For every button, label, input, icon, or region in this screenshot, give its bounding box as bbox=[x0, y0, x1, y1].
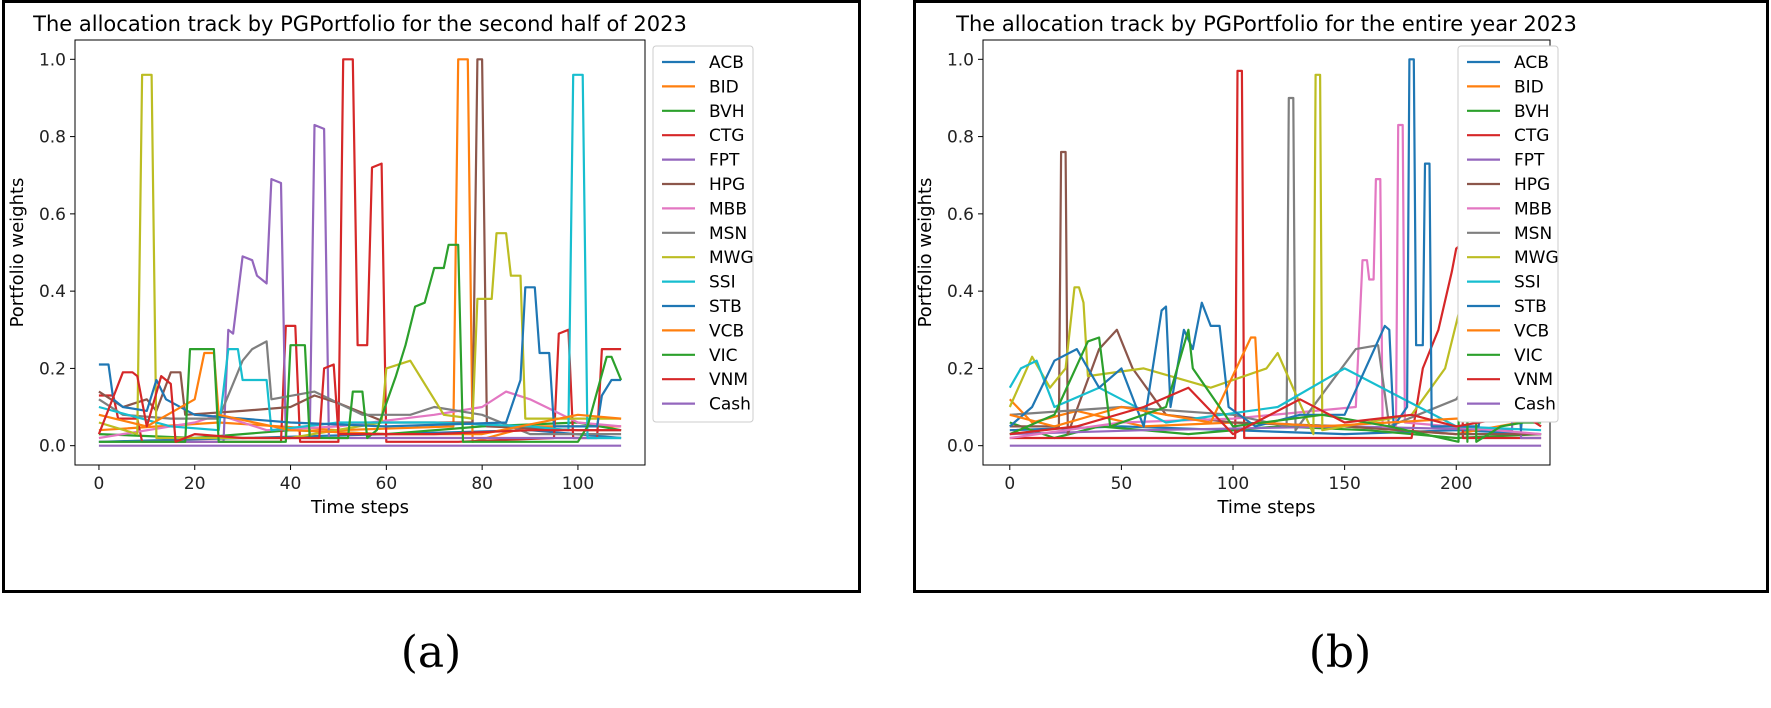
legend-label: Cash bbox=[709, 395, 751, 415]
legend-label: FPT bbox=[1514, 151, 1545, 171]
chart-panel-a: The allocation track by PGPortfolio for … bbox=[2, 0, 861, 593]
x-tick-label: 100 bbox=[1217, 474, 1249, 494]
x-tick-label: 40 bbox=[280, 474, 302, 494]
series-line-stb bbox=[98, 286, 622, 428]
x-tick-label: 60 bbox=[376, 474, 398, 494]
legend-label: MWG bbox=[1514, 248, 1559, 268]
series-line-vnm bbox=[97, 363, 622, 443]
series-line-ssi bbox=[1008, 359, 1542, 432]
y-tick-label: 0.0 bbox=[947, 437, 974, 457]
y-tick-label: 0.2 bbox=[39, 359, 66, 379]
chart-b-svg: The allocation track by PGPortfolio for … bbox=[916, 12, 1577, 518]
legend-label: FPT bbox=[709, 151, 740, 171]
series-line-mwg bbox=[98, 73, 622, 440]
series-line-stb bbox=[1009, 58, 1542, 432]
x-tick-label: 100 bbox=[562, 474, 594, 494]
legend-label: VIC bbox=[709, 346, 738, 366]
series-line-fpt bbox=[98, 123, 622, 443]
y-tick-label: 0.6 bbox=[39, 205, 66, 225]
y-tick-label: 0.8 bbox=[947, 128, 974, 148]
y-axis-label: Portfolio weights bbox=[7, 178, 28, 328]
chart-title: The allocation track by PGPortfolio for … bbox=[955, 12, 1577, 36]
y-tick-label: 1.0 bbox=[39, 50, 66, 70]
legend-label: VIC bbox=[1514, 346, 1543, 366]
legend bbox=[1457, 45, 1559, 423]
legend-label: STB bbox=[709, 297, 742, 317]
legend-label: BVH bbox=[709, 102, 745, 122]
y-tick-label: 0.6 bbox=[947, 205, 974, 225]
legend-label: CTG bbox=[709, 126, 744, 146]
x-tick-label: 50 bbox=[1111, 474, 1133, 494]
legend-label: CTG bbox=[1514, 126, 1549, 146]
legend-label: HPG bbox=[1514, 175, 1550, 195]
y-tick-label: 0.4 bbox=[947, 282, 974, 302]
y-axis-label: Portfolio weights bbox=[916, 178, 936, 328]
legend-label: BID bbox=[1514, 77, 1544, 97]
chart-panel-b: The allocation track by PGPortfolio for … bbox=[913, 0, 1769, 593]
legend-label: MBB bbox=[1514, 199, 1552, 219]
legend-label: HPG bbox=[709, 175, 745, 195]
x-tick-label: 0 bbox=[1004, 474, 1015, 494]
series-line-vnm bbox=[1009, 386, 1542, 436]
legend-label: VCB bbox=[709, 321, 744, 341]
legend-label: BID bbox=[709, 77, 739, 97]
chart-title: The allocation track by PGPortfolio for … bbox=[32, 12, 687, 36]
x-tick-label: 0 bbox=[94, 474, 105, 494]
x-tick-label: 20 bbox=[184, 474, 206, 494]
legend-label: BVH bbox=[1514, 102, 1550, 122]
legend-label: VNM bbox=[709, 370, 748, 390]
series-line-ctg bbox=[98, 58, 622, 443]
y-tick-label: 0.8 bbox=[39, 128, 66, 148]
legend-label: MWG bbox=[709, 248, 754, 268]
series-line-msn bbox=[98, 340, 622, 436]
y-tick-label: 0.0 bbox=[39, 437, 66, 457]
x-tick-label: 200 bbox=[1440, 474, 1472, 494]
series-line-ssi bbox=[98, 73, 622, 440]
legend-label: ACB bbox=[1514, 53, 1549, 73]
series-line-bid bbox=[98, 58, 622, 443]
legend-label: SSI bbox=[709, 273, 736, 293]
caption-a: (a) bbox=[400, 627, 462, 678]
caption-b: (b) bbox=[1308, 627, 1372, 678]
legend-label: MSN bbox=[1514, 224, 1552, 244]
legend-label: SSI bbox=[1514, 273, 1541, 293]
series-line-vcb bbox=[1009, 336, 1542, 428]
x-axis-label: Time steps bbox=[310, 497, 409, 518]
y-tick-label: 1.0 bbox=[947, 50, 974, 70]
y-tick-label: 0.4 bbox=[39, 282, 66, 302]
chart-a-svg: The allocation track by PGPortfolio for … bbox=[7, 12, 754, 518]
series-line-hpg bbox=[98, 58, 622, 432]
legend-label: VCB bbox=[1514, 321, 1549, 341]
x-tick-label: 150 bbox=[1328, 474, 1360, 494]
legend-label: STB bbox=[1514, 297, 1547, 317]
series-line-vcb bbox=[98, 351, 622, 436]
legend-label: VNM bbox=[1514, 370, 1553, 390]
legend-label: MBB bbox=[709, 199, 747, 219]
series-group bbox=[97, 58, 623, 447]
legend-label: ACB bbox=[709, 53, 744, 73]
plot-frame bbox=[74, 39, 646, 466]
x-tick-label: 80 bbox=[471, 474, 493, 494]
y-tick-label: 0.2 bbox=[947, 359, 974, 379]
legend-label: MSN bbox=[709, 224, 747, 244]
x-axis-label: Time steps bbox=[1216, 497, 1315, 518]
legend-label: Cash bbox=[1514, 395, 1556, 415]
series-line-mbb bbox=[98, 390, 622, 440]
legend bbox=[652, 45, 754, 423]
